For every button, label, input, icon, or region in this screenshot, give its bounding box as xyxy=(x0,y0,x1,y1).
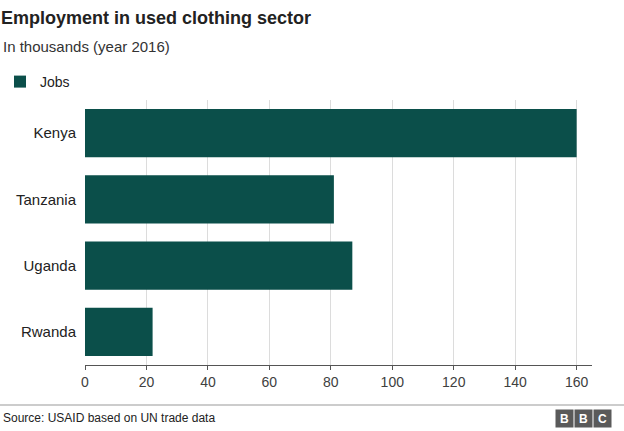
svg-text:Source: USAID based on UN trad: Source: USAID based on UN trade data xyxy=(3,411,215,425)
svg-text:160: 160 xyxy=(565,374,589,390)
svg-text:60: 60 xyxy=(262,374,278,390)
svg-text:80: 80 xyxy=(323,374,339,390)
svg-text:40: 40 xyxy=(200,374,216,390)
svg-text:In thousands (year 2016): In thousands (year 2016) xyxy=(3,38,170,55)
svg-text:Uganda: Uganda xyxy=(23,257,76,274)
svg-text:100: 100 xyxy=(381,374,405,390)
svg-text:Tanzania: Tanzania xyxy=(16,191,77,208)
svg-text:140: 140 xyxy=(504,374,528,390)
svg-text:20: 20 xyxy=(139,374,155,390)
svg-text:120: 120 xyxy=(442,374,466,390)
svg-text:Employment in used clothing se: Employment in used clothing sector xyxy=(1,8,311,28)
svg-text:B: B xyxy=(579,412,588,426)
svg-text:0: 0 xyxy=(81,374,89,390)
svg-text:Kenya: Kenya xyxy=(33,124,76,141)
svg-text:Rwanda: Rwanda xyxy=(21,323,77,340)
svg-text:Jobs: Jobs xyxy=(40,74,70,90)
svg-text:C: C xyxy=(598,412,607,426)
svg-text:B: B xyxy=(560,412,569,426)
